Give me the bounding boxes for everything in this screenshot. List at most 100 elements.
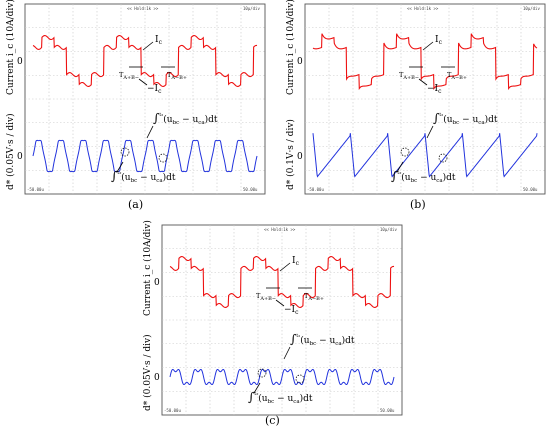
zero-label: 0: [297, 57, 303, 67]
arrow-negIc: [275, 299, 285, 307]
marker-circle: [438, 153, 448, 163]
integral-sign: ∫: [433, 111, 440, 125]
sub: ca: [293, 399, 300, 405]
sub: bc: [268, 399, 275, 405]
annotation-negIc: −Ic: [147, 84, 162, 95]
timebase-label: 10µ/div: [380, 227, 397, 232]
integral-sign: ∫: [111, 169, 118, 183]
int-minus: − u: [417, 173, 436, 183]
sub: c: [158, 88, 162, 95]
annotation-TApBm: TA+B−: [119, 71, 139, 81]
integral-sign: ∫: [290, 332, 297, 346]
x-left-label: -50.00u: [164, 408, 181, 413]
int-upper: t₂: [117, 170, 121, 176]
sub: c: [439, 39, 443, 46]
x-left-label: -50.00u: [307, 187, 324, 192]
sub: A+B−: [122, 75, 139, 81]
series-dstar: [169, 368, 395, 386]
annotation-integral-lower: ∫t₂(ubc − uca)dt: [248, 390, 313, 405]
y-axis-label-current: Current i_c (10A/div): [142, 220, 153, 316]
annotation-integral-upper: ∫t₂(ubc − uca)dt: [433, 111, 498, 126]
arrow-integral: [116, 161, 124, 173]
int-tail: )dt: [342, 335, 355, 346]
series-dstar: [312, 133, 538, 178]
marker-circle: [257, 368, 267, 378]
sub: c: [159, 39, 163, 46]
sub: ca: [436, 178, 443, 184]
integral-sign: ∫: [391, 169, 398, 183]
chart-panel: << Hold:1k >> 10µ/div-50.00u 50.00u00Curre…: [142, 220, 403, 427]
annotation-Ic: Ic: [155, 35, 163, 46]
y-axis-label-current: Current i_c (10A/div): [285, 0, 296, 95]
y-axis-label-dstar: d* (0.05V·s / div): [5, 113, 16, 190]
annotation-Ic: Ic: [435, 35, 443, 46]
int-tail: )dt: [485, 114, 498, 125]
scope-header: << Hold:1k >>: [264, 227, 296, 232]
scope-header: << Hold:1k >>: [127, 6, 159, 11]
sub: ca: [478, 120, 485, 126]
marker-circle: [120, 147, 130, 157]
annotation-TAmBp: TA−B+: [447, 71, 467, 81]
panel-label: (a): [128, 198, 143, 211]
sub: A−B+: [170, 75, 187, 81]
arrow-Ic: [142, 41, 154, 51]
marker-circle: [400, 147, 410, 157]
sub: A−B+: [450, 75, 467, 81]
annotation-TAmBp: TA−B+: [304, 292, 324, 302]
arrow-integral: [283, 346, 291, 360]
annotation-TApBm: TA+B−: [399, 71, 419, 81]
sub: A+B−: [402, 75, 419, 81]
arrow-integral: [396, 161, 404, 173]
sub: ca: [335, 341, 342, 347]
sub: bc: [411, 178, 418, 184]
series-current: [32, 35, 258, 87]
int-minus: − u: [316, 336, 335, 346]
int-upper: t₂: [254, 391, 258, 397]
sub: ca: [198, 120, 205, 126]
sub: c: [438, 88, 442, 95]
arrow-Ic: [279, 262, 291, 272]
series-current: [169, 256, 395, 308]
int-body: (u: [163, 114, 173, 125]
arrow-Ic: [422, 41, 434, 51]
annotation-integral-upper: ∫t₂(ubc − uca)dt: [290, 332, 355, 347]
int-tail: )dt: [300, 393, 313, 404]
arrow-negIc: [138, 78, 148, 86]
marker-circle: [158, 153, 168, 163]
x-right-label: 50.00u: [523, 187, 538, 192]
sub: A+B−: [259, 296, 276, 302]
sub: bc: [453, 120, 460, 126]
sub: ca: [156, 178, 163, 184]
int-body: (u: [443, 114, 453, 125]
zero-label: 0: [154, 373, 160, 383]
annotation-TApBm: TA+B−: [256, 292, 276, 302]
int-body: (u: [121, 172, 131, 183]
sub: c: [295, 309, 299, 316]
zero-label: 0: [17, 152, 23, 162]
panel-label: (b): [410, 198, 426, 211]
sub: bc: [131, 178, 138, 184]
sub: bc: [310, 341, 317, 347]
x-right-label: 50.00u: [380, 408, 395, 413]
series-dstar: [32, 139, 258, 173]
annotation-negIc: −Ic: [427, 84, 442, 95]
zero-label: 0: [17, 57, 23, 67]
int-upper: t₂: [397, 170, 401, 176]
zero-label: 0: [154, 278, 160, 288]
sub: c: [296, 260, 300, 267]
sub: A−B+: [307, 296, 324, 302]
int-tail: )dt: [443, 172, 456, 183]
int-minus: − u: [179, 115, 198, 125]
arrow-integral: [146, 125, 154, 139]
annotation-TAmBp: TA−B+: [167, 71, 187, 81]
annotation-integral-lower: ∫t₂(ubc − uca)dt: [391, 169, 456, 184]
marker-circle: [295, 374, 305, 384]
zero-label: 0: [297, 152, 303, 162]
panel-label: (c): [265, 414, 280, 427]
int-body: (u: [401, 172, 411, 183]
y-axis-label-current: Current i_c (10A/div): [5, 0, 16, 95]
int-body: (u: [258, 393, 268, 404]
int-body: (u: [300, 335, 310, 346]
series-current: [312, 33, 538, 91]
